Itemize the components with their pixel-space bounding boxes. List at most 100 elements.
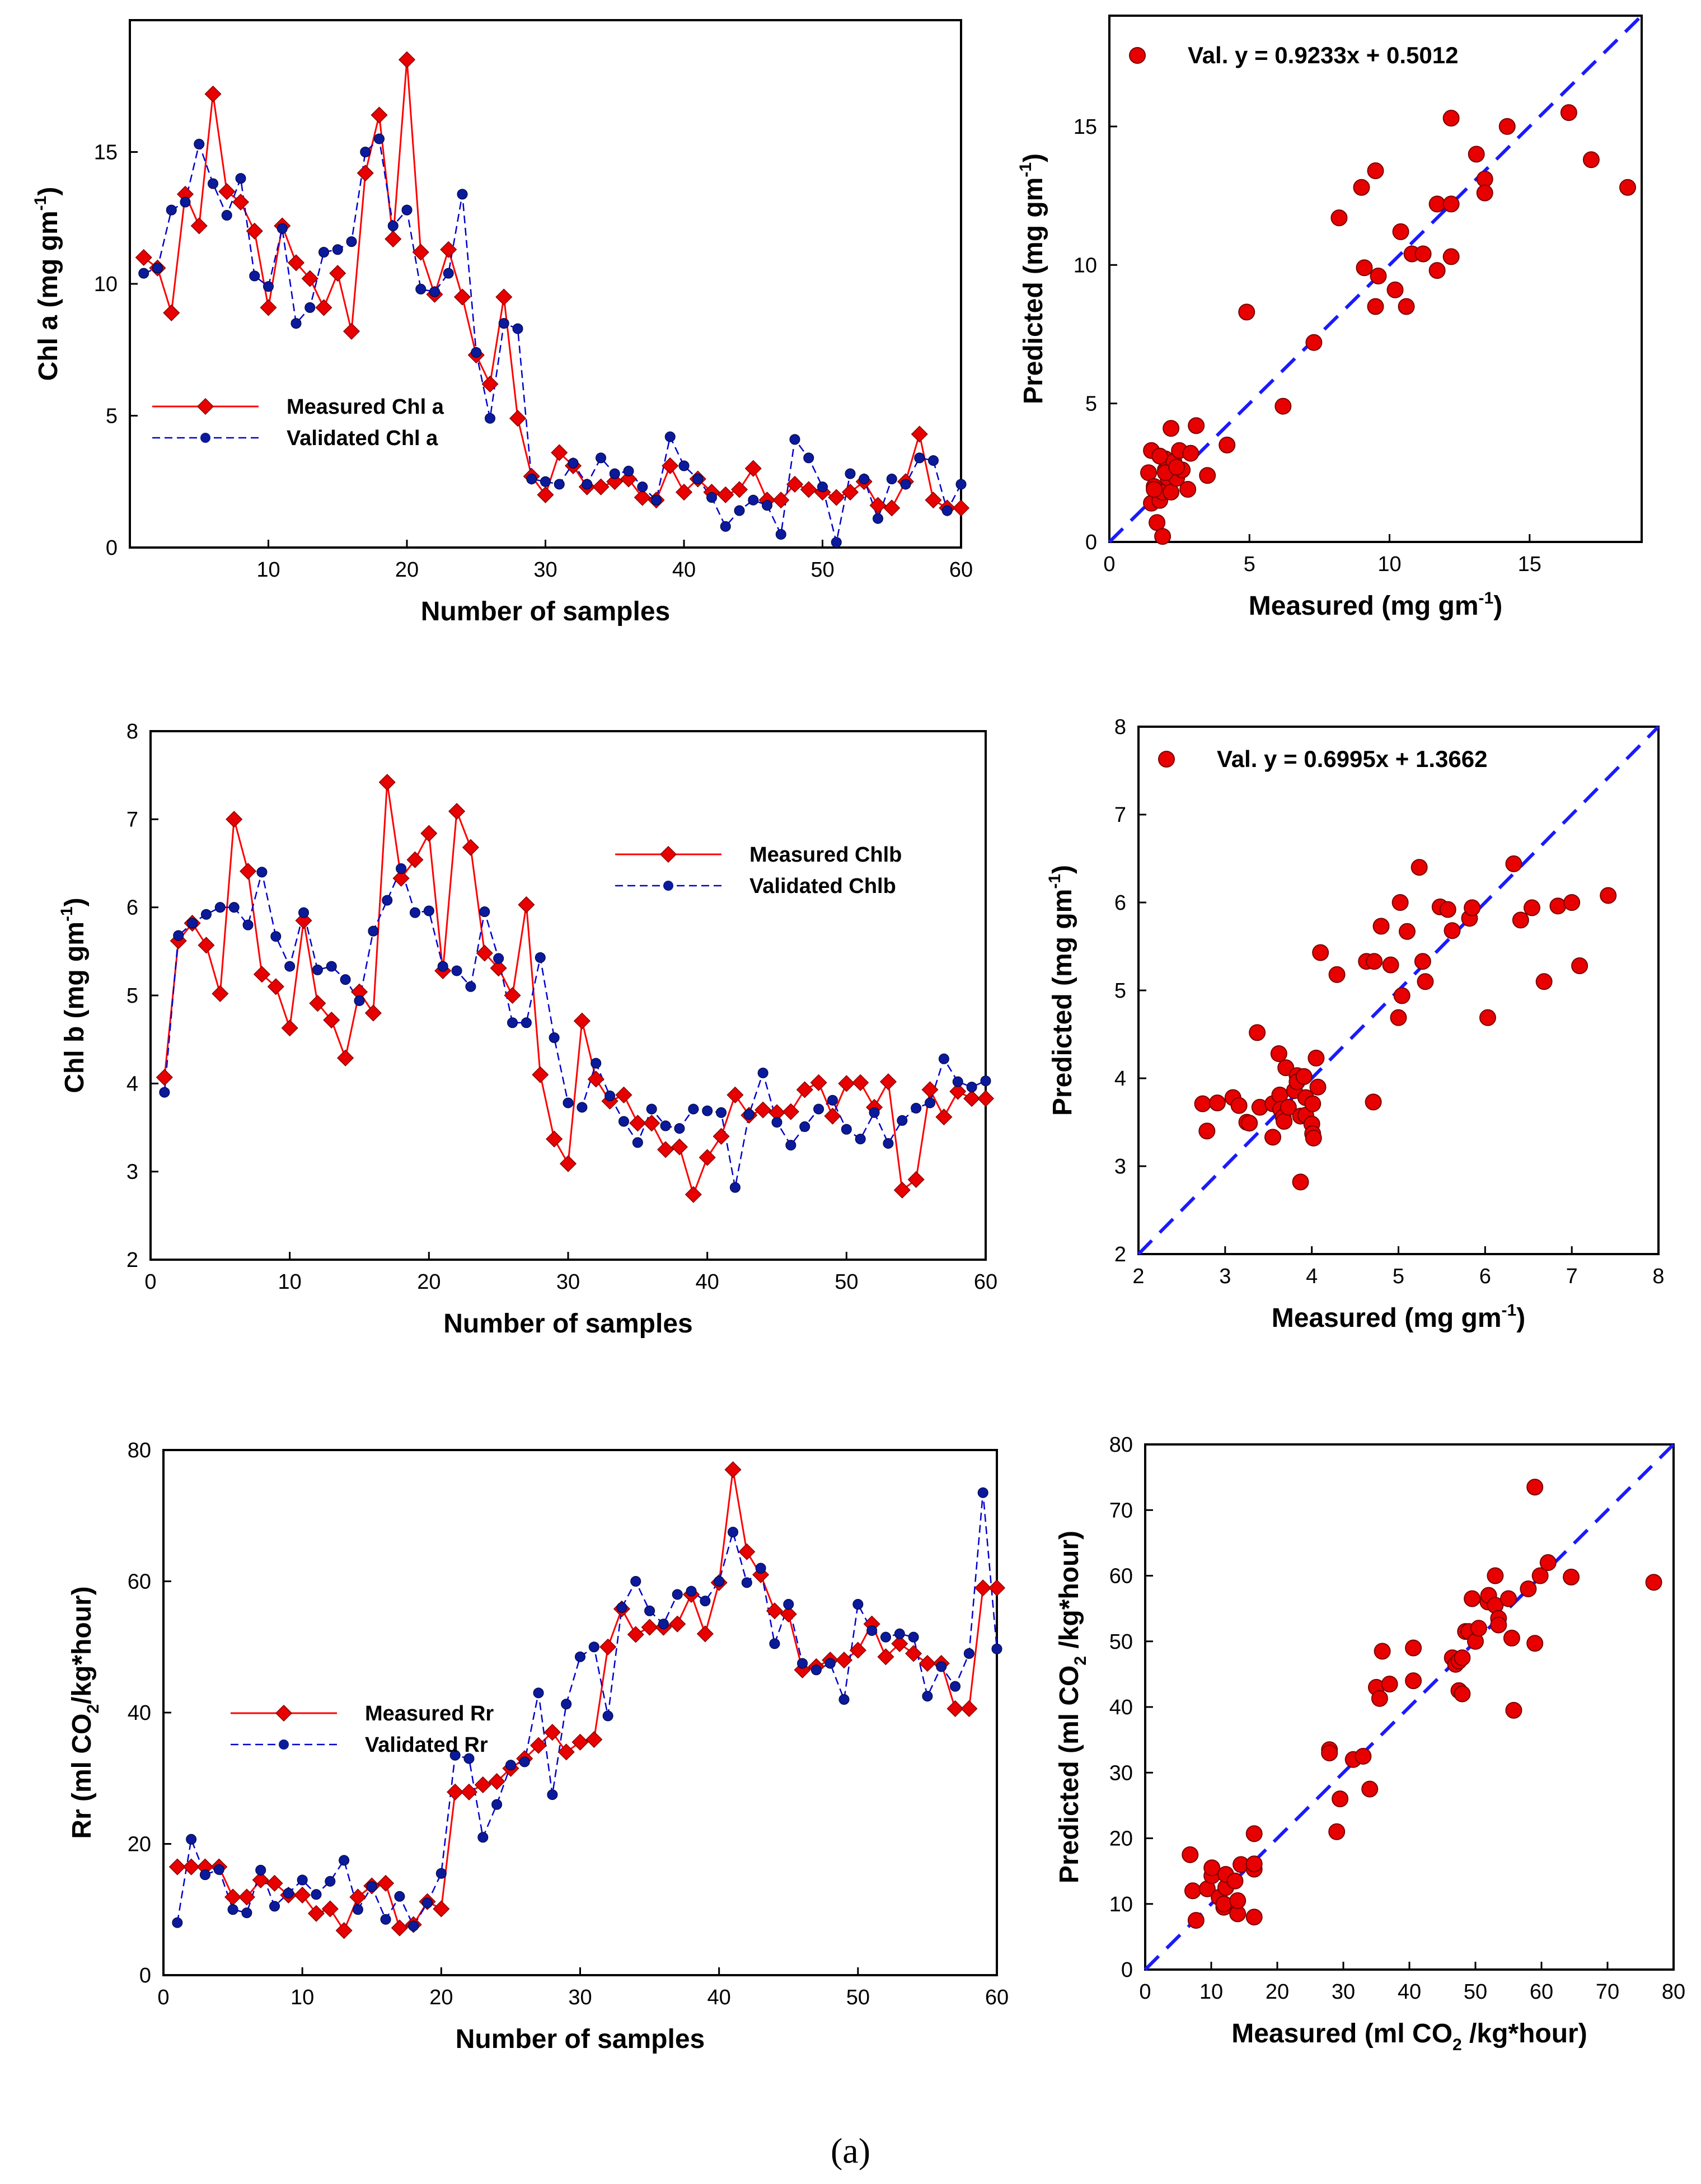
validated-point xyxy=(925,1097,936,1109)
scatter-point xyxy=(1168,459,1185,476)
legend-marker-validated xyxy=(663,881,673,891)
chart-panel-6: 0 10 20 30 40 50 60 70 80 0 10 20 30 40 50 60 70 80 Measur… xyxy=(1055,1433,1685,2054)
validated-point xyxy=(783,1599,794,1610)
scatter-point xyxy=(1539,1554,1557,1572)
scatter-point xyxy=(1442,248,1460,265)
validated-point xyxy=(380,1914,391,1925)
scatter-point xyxy=(1381,1675,1398,1692)
validated-point xyxy=(866,1625,878,1636)
x-axis-label: Measured (mg gm-1) xyxy=(1249,589,1502,621)
legend-label-measured: Measured Chl a xyxy=(287,395,444,419)
x-axis-label-main: Number of samples xyxy=(443,1309,692,1339)
scatter-point xyxy=(1503,1629,1520,1647)
scatter-point xyxy=(1414,953,1431,970)
x-tick-label: 50 xyxy=(835,1270,858,1294)
scatter-point xyxy=(1245,1825,1263,1842)
validated-point xyxy=(743,1109,755,1120)
validated-point xyxy=(797,1658,808,1669)
y-axis-label-main: Rr (ml CO xyxy=(67,1714,97,1839)
scatter-point xyxy=(1398,923,1416,940)
y-tick-label: 40 xyxy=(1109,1696,1133,1719)
y-tick-label: 10 xyxy=(1109,1893,1133,1916)
y-axis-label: Predicted (mg gm-1) xyxy=(1016,153,1048,404)
x-tick-label: 50 xyxy=(846,1986,870,2009)
x-tick-label: 40 xyxy=(672,558,696,582)
validated-point xyxy=(471,347,482,358)
validated-point xyxy=(714,1576,725,1587)
measured-point xyxy=(671,1138,688,1156)
measured-point xyxy=(744,460,762,477)
measured-point xyxy=(977,1090,995,1107)
measured-point xyxy=(585,1731,603,1748)
measured-point xyxy=(476,944,493,962)
validated-point xyxy=(535,952,546,963)
validated-point xyxy=(457,189,468,200)
validated-point xyxy=(700,1596,711,1607)
scatter-point xyxy=(1490,1616,1507,1634)
measured-point xyxy=(490,960,507,977)
measured-point xyxy=(321,1900,339,1918)
measured-point xyxy=(287,254,305,272)
validated-point xyxy=(618,1116,629,1127)
scatter-point xyxy=(1215,1895,1233,1912)
measured-point xyxy=(800,481,817,498)
y-tick-label: 4 xyxy=(126,1072,138,1096)
measured-point xyxy=(629,1115,646,1132)
series-line-validated xyxy=(143,137,962,543)
measured-point xyxy=(946,1700,964,1718)
validated-point xyxy=(950,1681,961,1692)
x-tick-label: 5 xyxy=(1244,553,1255,576)
y-axis-label: Predicted (mg gm-1) xyxy=(1046,865,1077,1116)
measured-point xyxy=(168,1858,186,1876)
validated-point xyxy=(980,1075,991,1087)
y-tick-label: 7 xyxy=(126,808,138,831)
measured-point xyxy=(905,1645,922,1662)
y-tick-label: 6 xyxy=(126,896,138,920)
validated-point xyxy=(873,513,883,524)
measured-point xyxy=(315,299,332,316)
validated-point xyxy=(596,452,606,464)
x-axis-label-sup: -1 xyxy=(1502,1301,1517,1320)
chart-panel-5: 0 10 20 30 40 50 60 0 20 40 60 80 Number of samples R… xyxy=(67,1439,1009,2054)
validated-point xyxy=(270,931,282,942)
x-tick-label: 8 xyxy=(1652,1265,1664,1288)
validated-point xyxy=(734,505,745,516)
validated-point xyxy=(228,902,240,913)
regression-annotation: Val. y = 0.9233x + 0.5012 xyxy=(1188,42,1458,68)
x-tick-label: 40 xyxy=(707,1986,731,2009)
legend-marker-measured xyxy=(196,397,214,415)
validated-point xyxy=(298,907,310,918)
measured-point xyxy=(935,1109,953,1126)
validated-point xyxy=(941,505,953,516)
scatter-point xyxy=(1374,1643,1391,1660)
x-tick-label: 70 xyxy=(1596,1980,1619,2004)
y-tick-label: 0 xyxy=(139,1964,151,1987)
scatter-point xyxy=(1365,1093,1382,1111)
x-tick-label: 7 xyxy=(1566,1265,1578,1288)
measured-point xyxy=(724,1461,742,1479)
validated-point xyxy=(332,244,343,255)
scatter-point xyxy=(1366,953,1383,970)
validated-point xyxy=(498,318,509,329)
scatter-point xyxy=(1391,894,1409,911)
chart-panel-3: 0 10 20 30 40 50 60 2 3 4 5 6 7 8 Number of samples Chl… xyxy=(58,720,997,1339)
scatter-point xyxy=(1417,973,1434,990)
validated-point xyxy=(702,1105,713,1116)
y-tick-label: 30 xyxy=(1109,1761,1133,1785)
scatter-point xyxy=(1464,899,1481,916)
measured-point xyxy=(557,1743,575,1761)
scatter-point xyxy=(1194,1095,1211,1112)
validated-point xyxy=(651,494,662,506)
scatter-point xyxy=(1203,1859,1221,1877)
scatter-point xyxy=(1219,436,1236,453)
measured-point xyxy=(518,896,535,914)
measured-point xyxy=(606,473,624,490)
validated-point xyxy=(852,1599,864,1610)
scatter-point xyxy=(1229,1892,1247,1909)
measured-point xyxy=(615,1086,632,1103)
validated-point xyxy=(352,1904,363,1915)
measured-point xyxy=(911,425,928,443)
scatter-point xyxy=(1187,1912,1205,1929)
legend-label-measured: Measured Chlb xyxy=(749,843,902,867)
scatter-point xyxy=(1330,209,1348,227)
